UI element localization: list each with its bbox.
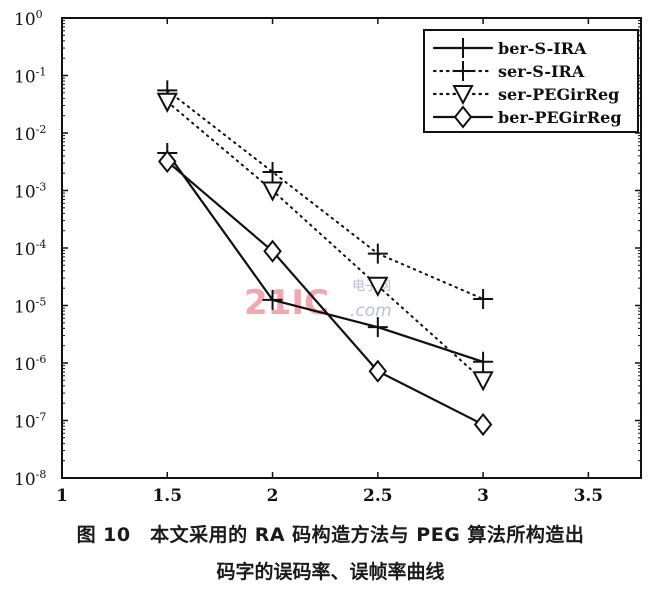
ber-ser-chart: 21IC 电子网 .com 1 1.5 2 2.5 3 3.510010-110-210-… [14,8,642,506]
diamond-marker [263,239,282,263]
plus-marker [453,38,473,58]
legend-item: ser-S-IRA [432,61,585,81]
legend-item: ber-PEGirReg [432,105,622,129]
figure-caption-line2: 码字的误码率、误帧率曲线 [216,561,445,583]
y-tick-base: 10 [14,183,36,203]
x-tick-label: 1.5 [152,486,182,506]
triangle-down-marker [452,85,474,106]
y-tick-base: 10 [14,240,36,260]
plus-marker [473,351,494,372]
legend-label: ser-PEGirReg [498,85,619,104]
series-ber-S-IRA [157,142,494,372]
legend-item: ser-PEGirReg [432,85,619,106]
watermark-com: .com [350,301,392,321]
y-tick-label: 10-2 [14,123,46,145]
series-line [166,160,485,426]
y-tick-label: 10-7 [14,411,46,433]
legend: ber-S-IRA ser-S-IRA ser-PEGirReg ber-PEGirR… [423,29,639,133]
x-tick-label: 2 [267,486,279,506]
series-layer [156,80,494,437]
x-tick-label: 1 [56,486,68,506]
diamond-marker [473,412,493,437]
plus-marker [367,243,388,264]
y-tick-label: 10-6 [14,353,46,375]
y-tick-label: 10-1 [14,66,46,88]
y-tick-exponent: 0 [36,8,43,21]
legend-label: ser-S-IRA [498,62,585,81]
legend-label: ber-S-IRA [498,39,587,58]
y-tick-exponent: -6 [36,353,47,366]
series-line [166,100,485,382]
plus-marker [367,317,388,338]
y-tick-base: 10 [14,68,36,88]
diamond-marker [453,105,473,129]
y-tick-exponent: -7 [36,411,47,424]
y-tick-base: 10 [14,470,36,490]
plus-marker [473,288,494,309]
y-tick-label: 100 [14,8,43,30]
plus-marker [453,61,473,81]
y-tick-label: 10-5 [14,296,46,318]
triangle-down-marker [156,92,178,113]
y-tick-exponent: -8 [36,468,47,481]
y-tick-base: 10 [14,10,36,30]
diamond-marker [368,359,388,383]
plus-marker [262,161,283,182]
y-tick-label: 10-4 [14,238,46,260]
y-tick-base: 10 [14,125,36,145]
y-tick-exponent: -2 [36,123,47,136]
series-line [166,151,485,363]
diamond-marker [157,149,177,174]
legend-item: ber-S-IRA [432,38,587,58]
plus-marker [262,289,283,310]
x-tick-label: 3.5 [574,486,604,506]
watermark: 21IC 电子网 .com [244,279,392,323]
x-tick-label: 2.5 [363,486,393,506]
y-tick-exponent: -5 [36,296,47,309]
legend-label: ber-PEGirReg [498,108,622,127]
series-ber-PEGirReg [157,149,493,437]
y-tick-base: 10 [14,413,36,433]
series-ser-S-IRA [157,80,494,309]
y-tick-base: 10 [14,298,36,318]
triangle-down-marker [472,371,494,392]
axes: 1 1.5 2 2.5 3 3.510010-110-210-310-410-510-61… [14,8,642,506]
y-tick-label: 10-3 [14,181,46,203]
triangle-down-marker [261,181,284,202]
triangle-down-marker [367,276,389,297]
series-line [166,89,485,300]
x-tick-label: 3 [477,486,489,506]
y-tick-base: 10 [14,355,36,375]
figure-caption-line1: 图 10 本文采用的 RA 码构造方法与 PEG 算法所构造出 [76,524,585,546]
series-ser-PEGirReg [156,92,494,392]
y-tick-label: 10-8 [14,468,46,490]
y-tick-exponent: -3 [36,181,47,194]
y-tick-exponent: -4 [36,238,47,251]
y-tick-exponent: -1 [36,66,47,79]
